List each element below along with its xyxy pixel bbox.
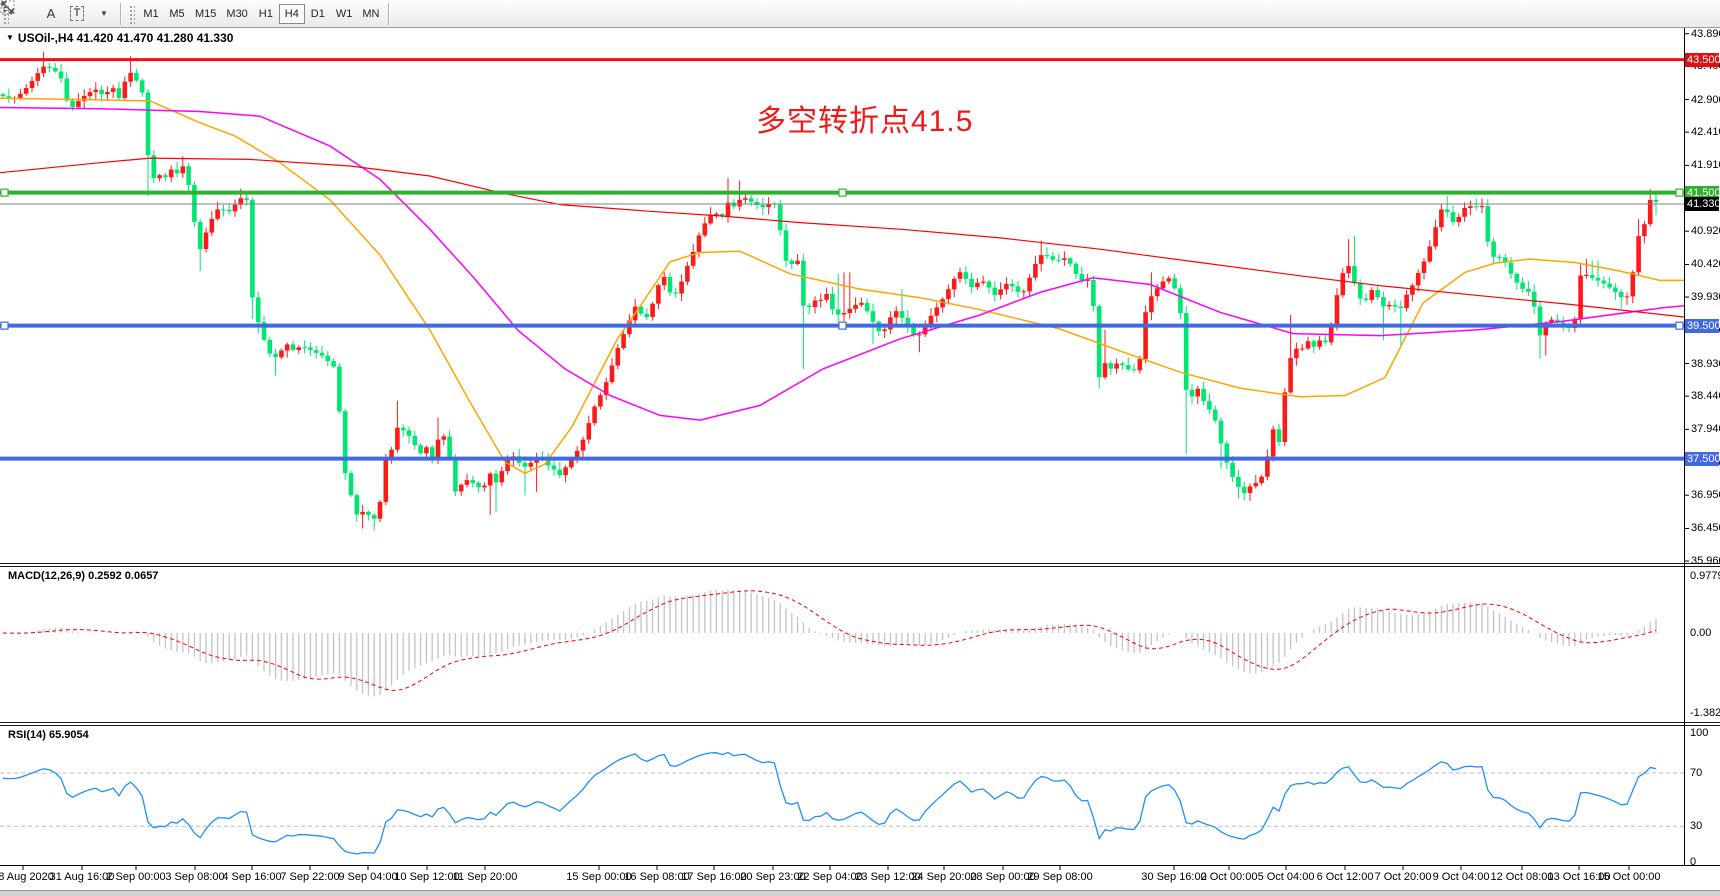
text-annotation-tool-button[interactable]: A	[38, 3, 64, 25]
timeframe-button-M5[interactable]: M5	[164, 4, 190, 24]
hline-handle[interactable]	[1675, 321, 1684, 330]
candles-layer[interactable]	[0, 51, 1659, 531]
hline-39.500[interactable]	[0, 321, 1684, 330]
moving-averages-layer	[0, 97, 1684, 475]
toolbar: F A T ▼ M1 M5 M15 M30 H1 H4 D1 W1 MN	[0, 0, 1720, 28]
macd-histogram	[8, 589, 1657, 697]
toolbar-separator	[388, 2, 391, 25]
hline-handle[interactable]	[0, 321, 9, 330]
hline-handle[interactable]	[0, 188, 9, 197]
hline-handle[interactable]	[838, 321, 847, 330]
ma-line-slow-red	[0, 157, 1684, 318]
timeframe-group: M1 M5 M15 M30 H1 H4 D1 W1 MN	[138, 3, 384, 24]
chevron-down-icon: ▼	[100, 9, 108, 18]
cursor-mode-dropdown-button[interactable]: ▼	[1, 1, 116, 25]
timeframe-button-MN[interactable]: MN	[357, 4, 384, 24]
hline-41.500[interactable]	[0, 188, 1684, 197]
snap-grid-icon: F	[0, 0, 15, 15]
timeframe-button-M1[interactable]: M1	[138, 4, 164, 24]
pane-frame	[0, 28, 1720, 896]
timeframe-button-H4[interactable]: H4	[278, 3, 305, 24]
toolbar-grip[interactable]	[128, 3, 135, 24]
timeframe-button-W1[interactable]: W1	[331, 4, 358, 24]
svg-text:F: F	[3, 6, 8, 15]
rsi-levels	[0, 772, 1684, 827]
ma-line-fast-orange	[0, 97, 1684, 475]
toolbar-separator	[120, 2, 122, 25]
cursor-arrows-icon	[1, 1, 14, 14]
ma-line-medium-magenta	[0, 106, 1684, 421]
timeframe-button-H1[interactable]: H1	[253, 4, 279, 24]
timeframe-button-D1[interactable]: D1	[305, 4, 331, 24]
timeframe-button-M30[interactable]: M30	[221, 4, 252, 24]
hline-handle[interactable]	[838, 188, 847, 197]
timeframe-button-M15[interactable]: M15	[190, 4, 221, 24]
letter-a-icon: A	[46, 6, 56, 21]
snap-grid-tool-button[interactable]: F	[0, 0, 38, 25]
hline-handle[interactable]	[1675, 188, 1684, 197]
toolbar-grip[interactable]	[2, 3, 9, 24]
macd-signal-line	[2, 590, 1657, 691]
letter-t-icon: T	[69, 6, 85, 21]
rsi-line	[2, 751, 1657, 855]
textbox-tool-button[interactable]: T	[64, 3, 90, 25]
